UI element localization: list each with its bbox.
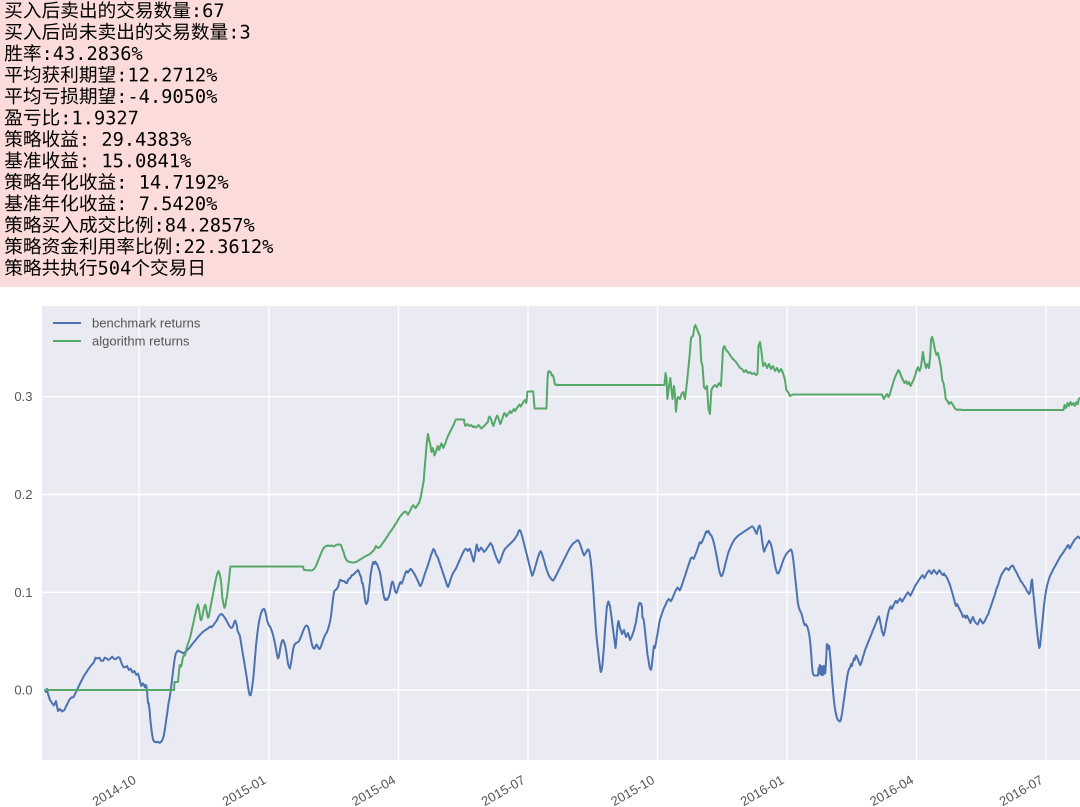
svg-text:0.0: 0.0: [14, 683, 32, 698]
svg-text:2016-01: 2016-01: [738, 772, 787, 807]
svg-text:2014-10: 2014-10: [90, 772, 139, 807]
svg-text:algorithm returns: algorithm returns: [92, 334, 190, 349]
svg-text:2015-04: 2015-04: [349, 772, 398, 807]
svg-text:0.3: 0.3: [14, 389, 32, 404]
svg-text:0.1: 0.1: [14, 585, 32, 600]
svg-text:2016-07: 2016-07: [997, 772, 1046, 807]
svg-text:0.2: 0.2: [14, 487, 32, 502]
svg-text:2015-01: 2015-01: [220, 772, 269, 807]
svg-text:2015-07: 2015-07: [479, 772, 528, 807]
svg-text:2016-04: 2016-04: [867, 772, 916, 807]
svg-text:2015-10: 2015-10: [608, 772, 657, 807]
svg-text:benchmark returns: benchmark returns: [92, 316, 201, 331]
